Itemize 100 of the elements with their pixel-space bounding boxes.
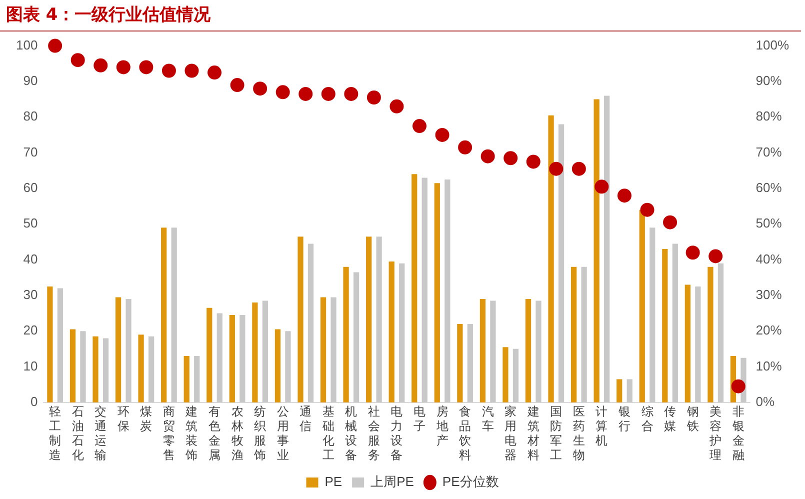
legend-label: 上周PE [370,474,414,490]
bar [274,329,281,402]
bar [490,300,496,402]
bar [672,244,678,402]
point [663,215,678,230]
bar [320,297,326,402]
x-tick-label: 煤炭 [140,404,152,434]
bar [376,236,382,402]
x-tick-label: 计算机 [596,404,608,448]
bar [662,249,668,402]
bar [353,272,360,402]
y2-tick-label: 20% [756,322,782,338]
point [162,64,176,78]
bar [594,99,600,402]
bar [229,315,235,402]
y-tick-label: 20 [23,322,38,338]
bar [308,244,314,402]
point [435,128,450,142]
bar [70,329,76,402]
x-tick-label: 轻工制造 [49,404,62,462]
bar [57,288,64,402]
bar [444,180,450,402]
x-tick-label: 国防军工 [550,404,562,462]
bar [457,324,463,402]
point [48,38,62,53]
y2-tick-label: 50% [756,216,782,231]
y-tick-label: 70 [23,144,38,160]
bar [434,183,440,402]
bar [399,263,405,402]
point [594,180,609,194]
x-tick-label: 通信 [300,404,312,434]
bar [718,263,724,402]
y2-tick-label: 40% [756,251,782,266]
x-tick-label: 商贸零售 [162,404,175,462]
y-tick-label: 30 [23,287,38,302]
y2-tick-label: 90% [756,73,782,88]
bar [422,178,428,402]
bar [285,331,291,402]
x-tick-label: 家用电器 [504,404,517,462]
bar [708,266,714,402]
x-tick-label: 银行 [617,404,630,434]
bar [148,336,154,402]
bar [695,286,701,402]
x-tick-label: 传媒 [664,404,676,434]
y2-tick-label: 10% [756,358,782,374]
point [686,246,700,260]
point [708,249,723,264]
bar [161,228,167,402]
point [549,162,564,176]
point [458,140,472,154]
bar [126,298,132,402]
point [70,53,85,68]
point [480,149,495,164]
x-tick-label: 食品饮料 [458,404,472,462]
y2-tick-label: 70% [756,144,782,160]
y2-tick-label: 100% [756,37,790,52]
point [526,154,540,169]
point [208,66,222,80]
bar [343,266,349,402]
x-tick-label: 有色金属 [208,404,221,462]
bar [684,284,691,402]
bar [502,347,508,402]
x-tick-label: 公用事业 [276,404,289,462]
legend-label: PE [324,474,342,490]
x-tick-label: 综合 [641,404,654,434]
bar [240,315,246,402]
x-tick-label: 美容护理 [708,404,722,462]
point [366,90,381,105]
y2-tick-label: 60% [756,180,782,196]
bar [194,356,200,402]
point [390,99,404,114]
x-tick-label: 电子 [413,404,426,434]
x-tick-label: 基础化工 [321,404,334,462]
y-tick-label: 100 [16,37,38,52]
y-tick-label: 80 [23,108,38,124]
bar [581,266,587,402]
bar [639,210,645,402]
bar [604,96,610,402]
point [253,82,268,96]
x-tick-label: 交通运输 [94,404,107,462]
bar [80,331,86,402]
bar [47,286,53,402]
bar [536,300,542,402]
bar [480,298,486,402]
bar [262,300,268,402]
bar [558,124,564,402]
bar [102,338,109,402]
bar [650,228,656,402]
x-tick-label: 非银金融 [731,404,744,462]
bar [570,266,577,402]
bar [252,302,258,402]
x-tick-label: 农林牧渔 [230,404,244,462]
legend-label: PE分位数 [442,474,499,490]
bar [467,324,473,402]
x-tick-label: 环保 [117,404,130,434]
y-tick-label: 50 [23,216,38,231]
bar [412,174,418,402]
bar [330,297,336,402]
bar [512,348,519,402]
x-tick-label: 机械设备 [345,404,358,462]
